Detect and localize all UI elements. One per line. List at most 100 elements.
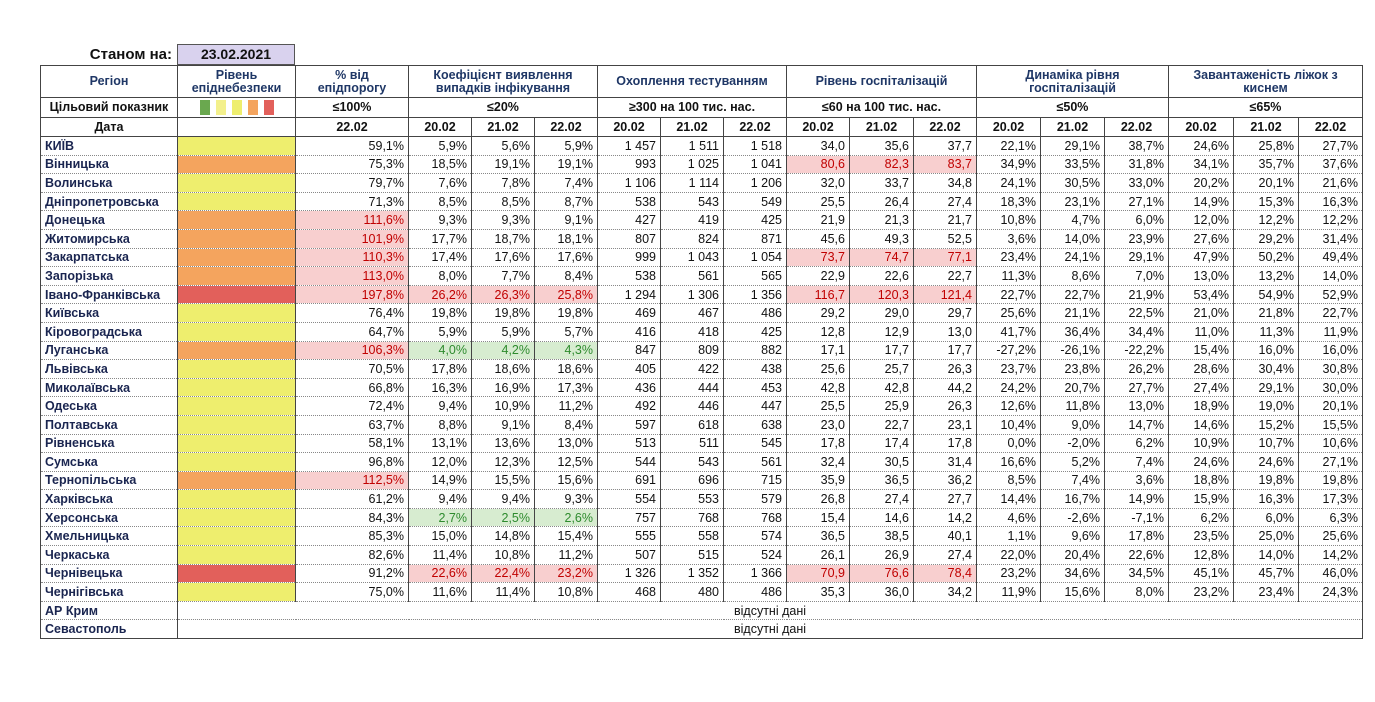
threshold-cell: 58,1%: [295, 434, 409, 454]
beds-cell: 6,3%: [1298, 508, 1363, 528]
as-of-date: 23.02.2021: [177, 44, 295, 65]
beds-cell: 20,1%: [1233, 173, 1299, 193]
region-row: Донецька 111,6% 9,3% 9,3% 9,1% 427 419 425 21,9 2…: [40, 210, 1363, 230]
region-row: Чернівецька 91,2% 22,6% 22,4% 23,2% 1 326 1 35…: [40, 564, 1363, 584]
beds-cell: 14,0%: [1233, 545, 1299, 565]
legend-swatch: [231, 100, 242, 116]
beds-cell: 21,6%: [1298, 173, 1363, 193]
threshold-cell: 101,9%: [295, 229, 409, 249]
level-cell: [177, 192, 296, 212]
level-cell: [177, 489, 296, 509]
test-cell: 511: [660, 434, 724, 454]
coef-cell: 23,2%: [534, 564, 598, 584]
beds-cell: 6,2%: [1168, 508, 1234, 528]
dyn-cell: 7,4%: [1040, 471, 1105, 491]
dyn-cell: 18,3%: [976, 192, 1041, 212]
test-cell: 871: [723, 229, 787, 249]
beds-cell: 27,1%: [1298, 452, 1363, 472]
hosp-cell: 42,8: [786, 378, 850, 398]
test-cell: 638: [723, 415, 787, 435]
threshold-cell: 72,4%: [295, 396, 409, 416]
hosp-cell: 17,7: [913, 341, 977, 361]
dyn-cell: 0,0%: [976, 434, 1041, 454]
dyn-cell: 21,9%: [1104, 285, 1169, 305]
target-value: ≤65%: [1168, 97, 1363, 118]
region-name: Тернопільська: [40, 471, 178, 491]
beds-cell: 31,4%: [1298, 229, 1363, 249]
beds-cell: 23,2%: [1168, 582, 1234, 602]
threshold-cell: 70,5%: [295, 359, 409, 379]
beds-cell: 21,0%: [1168, 303, 1234, 323]
region-name: Кіровоградська: [40, 322, 178, 342]
dyn-cell: 24,1%: [976, 173, 1041, 193]
test-cell: 418: [660, 322, 724, 342]
missing-row: АР Крим відсутні дані: [40, 601, 1363, 621]
dyn-cell: 8,6%: [1040, 266, 1105, 286]
column-header: Коефіцієнт виявлення випадків інфікуванн…: [408, 65, 598, 98]
coef-cell: 19,8%: [534, 303, 598, 323]
beds-cell: 30,8%: [1298, 359, 1363, 379]
coef-cell: 10,8%: [471, 545, 535, 565]
dyn-cell: 30,5%: [1040, 173, 1105, 193]
hosp-cell: 30,5: [849, 452, 914, 472]
dyn-cell: 4,6%: [976, 508, 1041, 528]
hosp-cell: 78,4: [913, 564, 977, 584]
test-cell: 1 114: [660, 173, 724, 193]
beds-cell: 14,6%: [1168, 415, 1234, 435]
beds-cell: 25,6%: [1298, 526, 1363, 547]
test-cell: 1 025: [660, 155, 724, 175]
coef-cell: 17,3%: [534, 378, 598, 398]
dyn-cell: 36,4%: [1040, 322, 1105, 342]
coef-cell: 16,9%: [471, 378, 535, 398]
dyn-cell: 7,0%: [1104, 266, 1169, 286]
hosp-cell: 44,2: [913, 378, 977, 398]
dyn-cell: 14,7%: [1104, 415, 1169, 435]
test-cell: 715: [723, 471, 787, 491]
test-cell: 486: [723, 582, 787, 602]
region-name: Івано-Франківська: [40, 285, 178, 305]
beds-cell: 20,2%: [1168, 173, 1234, 193]
dyn-cell: 33,0%: [1104, 173, 1169, 193]
dyn-cell: 38,7%: [1104, 136, 1169, 156]
table-body: Регіон Рівень епіднебезпеки% від епідпоро…: [40, 65, 1363, 640]
beds-cell: 10,7%: [1233, 434, 1299, 454]
beds-cell: 16,3%: [1298, 192, 1363, 212]
beds-cell: 15,9%: [1168, 489, 1234, 509]
beds-cell: 11,0%: [1168, 322, 1234, 342]
coef-cell: 5,9%: [408, 136, 472, 156]
hosp-cell: 22,7: [913, 266, 977, 286]
hosp-cell: 52,5: [913, 229, 977, 249]
dyn-cell: 22,7%: [976, 285, 1041, 305]
beds-cell: 12,2%: [1233, 210, 1299, 230]
missing-row: Севастополь відсутні дані: [40, 619, 1363, 640]
threshold-cell: 59,1%: [295, 136, 409, 156]
table: Регіон Рівень епіднебезпеки% від епідпоро…: [40, 65, 1363, 640]
hosp-cell: 34,8: [913, 173, 977, 193]
test-cell: 882: [723, 341, 787, 361]
region-row: Закарпатська 110,3% 17,4% 17,6% 17,6% 999 1 04…: [40, 248, 1363, 268]
test-cell: 768: [723, 508, 787, 528]
test-cell: 469: [597, 303, 661, 323]
hosp-cell: 27,4: [913, 192, 977, 212]
dyn-cell: 34,9%: [976, 155, 1041, 175]
coef-cell: 17,6%: [471, 248, 535, 268]
threshold-cell: 64,7%: [295, 322, 409, 342]
hosp-cell: 17,7: [849, 341, 914, 361]
beds-cell: 49,4%: [1298, 248, 1363, 268]
date-header: 21.02: [849, 116, 914, 137]
test-cell: 807: [597, 229, 661, 249]
test-cell: 565: [723, 266, 787, 286]
date-header: 21.02: [1040, 116, 1105, 137]
coef-cell: 13,6%: [471, 434, 535, 454]
hosp-cell: 22,9: [786, 266, 850, 286]
region-name: Севастополь: [40, 619, 178, 640]
hosp-cell: 73,7: [786, 248, 850, 268]
test-cell: 555: [597, 526, 661, 547]
beds-cell: 47,9%: [1168, 248, 1234, 268]
dyn-cell: 22,1%: [976, 136, 1041, 156]
beds-cell: 25,0%: [1233, 526, 1299, 547]
beds-cell: 13,0%: [1168, 266, 1234, 286]
coef-cell: 7,7%: [471, 266, 535, 286]
missing-note: відсутні дані: [177, 619, 1363, 640]
beds-cell: 15,2%: [1233, 415, 1299, 435]
